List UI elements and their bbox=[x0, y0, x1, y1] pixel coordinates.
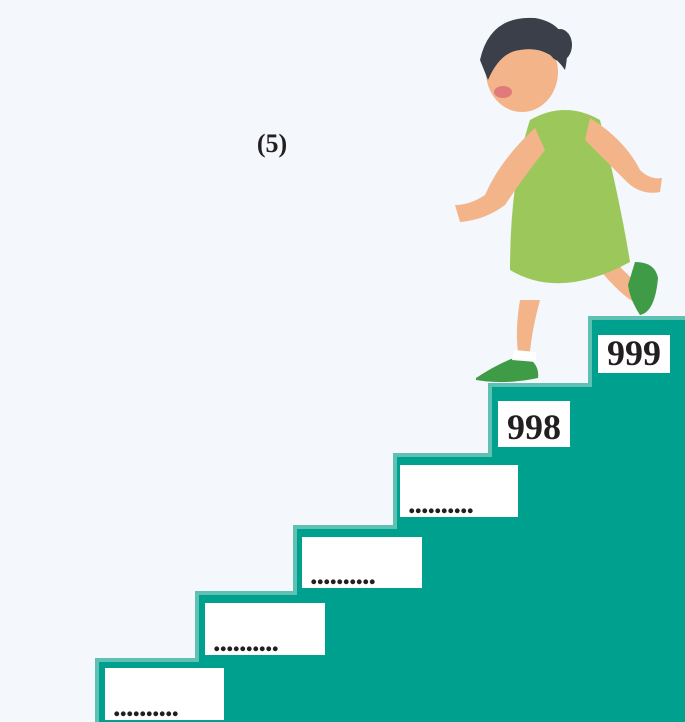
step-number: 998 bbox=[507, 407, 561, 447]
exercise-number: (5) bbox=[257, 129, 287, 158]
step-blank: .......... bbox=[310, 558, 376, 591]
step-blank: .......... bbox=[113, 690, 179, 722]
step-number: 999 bbox=[607, 333, 661, 373]
step-blank: .......... bbox=[213, 625, 279, 658]
worksheet: (5) 999 998..............................… bbox=[0, 0, 685, 722]
step-blank: .......... bbox=[408, 487, 474, 520]
